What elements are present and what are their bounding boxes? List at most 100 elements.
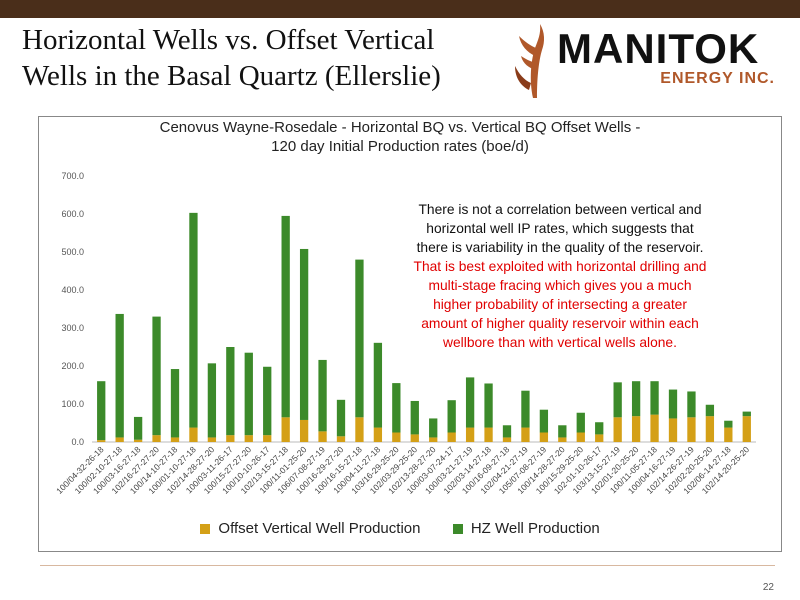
bar-vertical-segment (447, 432, 456, 442)
bar-vertical-segment (299, 419, 309, 442)
bar-vertical-segment (576, 432, 585, 442)
bar-hz-segment (410, 400, 419, 435)
bar-hz-segment (281, 215, 290, 418)
bar-vertical-segment (705, 416, 715, 442)
annotation-black-line-1: There is not a correlation between verti… (418, 202, 702, 217)
bar-hz-segment (152, 316, 161, 436)
bar-hz-segment (226, 347, 235, 436)
bar-hz-segment (558, 425, 567, 438)
bar-vertical-segment (465, 427, 475, 442)
bar-hz-segment (687, 391, 696, 418)
bar-hz-segment (299, 248, 309, 420)
bar-hz-segment (502, 425, 512, 438)
chart-title-line-2: 120 day Initial Production rates (boe/d) (271, 138, 529, 155)
y-tick-label: 200.0 (61, 361, 84, 371)
bar-hz-segment (631, 381, 641, 417)
annotation-black-line-3: there is variability in the quality of t… (416, 240, 704, 255)
manitok-logo: MANITOK ENERGY INC. (505, 20, 785, 100)
annotation-black-line-2: horizontal well IP rates, which suggests… (426, 221, 694, 236)
top-bar (0, 0, 800, 18)
y-tick-label: 700.0 (61, 171, 84, 181)
bar-vertical-segment (429, 437, 438, 442)
bar-vertical-segment (318, 431, 327, 442)
bar-hz-segment (189, 212, 198, 428)
slide-title-line-2: Wells in the Basal Quartz (Ellerslie) (22, 60, 441, 92)
bar-hz-segment (207, 363, 217, 438)
chart-frame (38, 116, 782, 552)
bar-vertical-segment (613, 417, 622, 442)
y-tick-label: 500.0 (61, 247, 84, 257)
bar-hz-segment (650, 381, 659, 415)
bar-vertical-segment (724, 427, 733, 442)
bar-hz-segment (373, 342, 383, 428)
bar-hz-segment (318, 359, 327, 432)
legend-label-hz: HZ Well Production (470, 519, 600, 537)
bar-vertical-segment (392, 432, 401, 442)
bar-hz-segment (724, 420, 733, 428)
bar-hz-segment (355, 259, 364, 418)
y-tick-label: 100.0 (61, 399, 84, 409)
annotation-red-line-3: higher probability of intersecting a gre… (433, 297, 687, 312)
bar-vertical-segment (336, 436, 346, 442)
bar-hz-segment (97, 381, 106, 441)
bar-vertical-segment (170, 437, 180, 442)
page-number: 22 (762, 582, 774, 593)
antler-emblem-icon (515, 24, 545, 98)
legend-label-vertical: Offset Vertical Well Production (218, 519, 421, 537)
annotation-red-line-5: wellbore than with vertical wells alone. (443, 335, 677, 350)
bar-hz-segment (484, 383, 493, 428)
bar-vertical-segment (207, 437, 217, 442)
chart-annotation: There is not a correlation between verti… (388, 200, 732, 352)
bar-vertical-segment (668, 418, 678, 442)
bar-vertical-segment (484, 427, 493, 442)
bar-vertical-segment (595, 434, 604, 442)
bar-vertical-segment (742, 416, 751, 442)
chart-title-line-1: Cenovus Wayne-Rosedale - Horizontal BQ v… (159, 119, 641, 136)
legend-item-vertical: Offset Vertical Well Production (200, 520, 420, 537)
bar-hz-segment (244, 352, 253, 436)
bar-hz-segment (336, 399, 346, 437)
bar-hz-segment (595, 422, 604, 435)
bar-vertical-segment (410, 434, 419, 442)
annotation-red-line-2: multi-stage fracing which gives you a mu… (428, 278, 692, 293)
y-tick-label: 0.0 (71, 437, 84, 447)
bar-hz-segment (263, 366, 272, 436)
legend-item-hz: HZ Well Production (452, 519, 600, 537)
y-tick-label: 400.0 (61, 285, 84, 295)
y-tick-label: 300.0 (61, 323, 84, 333)
bar-vertical-segment (373, 427, 383, 442)
bar-vertical-segment (152, 435, 161, 442)
bar-vertical-segment (97, 440, 106, 442)
legend-swatch-hz (452, 523, 463, 534)
bar-hz-segment (133, 416, 143, 440)
legend-swatch-vertical (200, 523, 211, 534)
y-tick-label: 600.0 (61, 209, 84, 219)
bar-hz-segment (705, 404, 715, 417)
bar-vertical-segment (521, 427, 530, 442)
logo-wordmark: MANITOK (557, 25, 760, 72)
annotation-red-line-1: That is best exploited with horizontal d… (413, 259, 707, 274)
chart-legend: Offset Vertical Well Production HZ Well … (0, 519, 800, 537)
bar-vertical-segment (189, 427, 198, 442)
bar-hz-segment (521, 390, 530, 428)
bar-hz-segment (429, 418, 438, 438)
bar-vertical-segment (539, 432, 549, 442)
bar-vertical-segment (631, 416, 641, 442)
footer-divider (40, 565, 775, 566)
bar-hz-segment (392, 383, 401, 433)
bar-hz-segment (613, 382, 622, 418)
bar-vertical-segment (650, 414, 659, 442)
logo-subtitle: ENERGY INC. (660, 70, 775, 87)
bar-hz-segment (742, 411, 751, 417)
bar-vertical-segment (558, 437, 567, 442)
bar-hz-segment (576, 412, 585, 433)
bar-vertical-segment (115, 437, 124, 442)
bar-hz-segment (447, 400, 456, 433)
bar-hz-segment (539, 409, 549, 433)
annotation-red-line-4: amount of higher quality reservoir withi… (421, 316, 699, 331)
slide-title-line-1: Horizontal Wells vs. Offset Vertical (22, 24, 435, 56)
bar-vertical-segment (687, 417, 696, 442)
bar-hz-segment (465, 377, 475, 428)
bar-vertical-segment (133, 439, 143, 442)
